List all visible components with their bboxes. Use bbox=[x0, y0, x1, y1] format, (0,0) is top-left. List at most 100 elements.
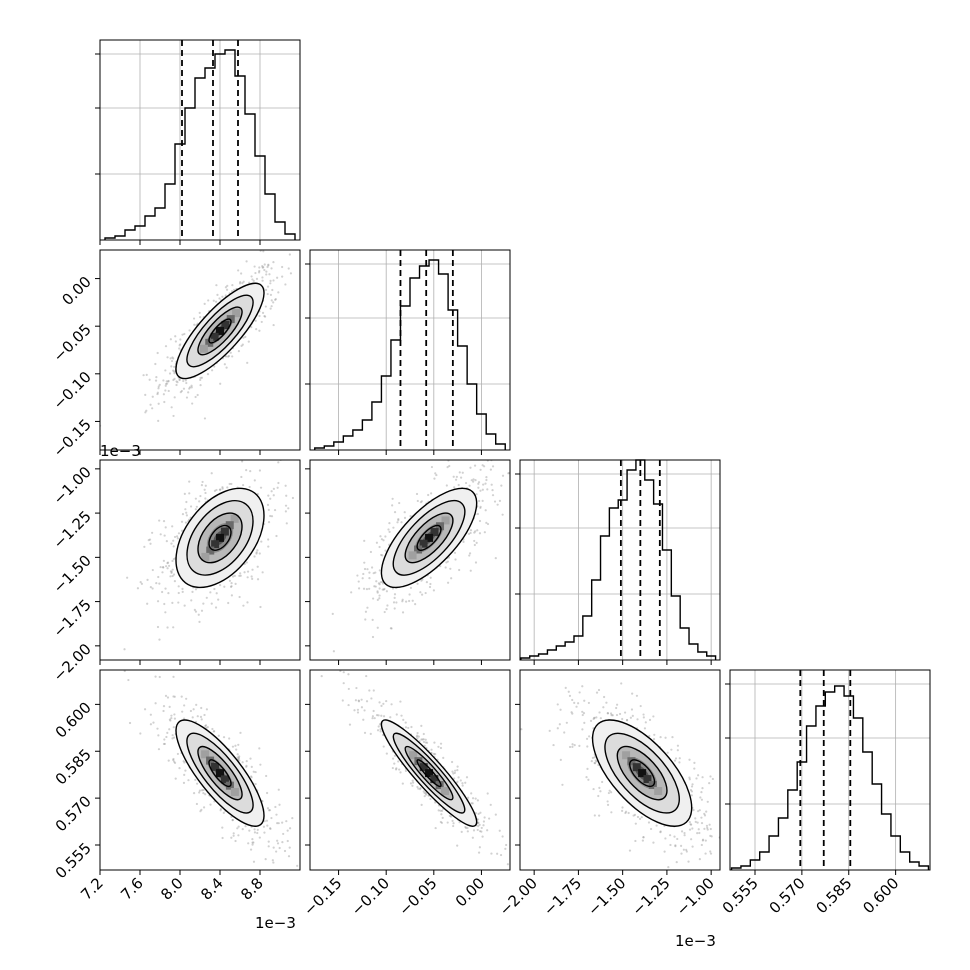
pair-2-0-point-406 bbox=[200, 484, 204, 487]
pair-3-2-point-218 bbox=[688, 828, 692, 831]
pair-3-1-point-403 bbox=[476, 799, 479, 802]
pair-2-0-point-195 bbox=[246, 601, 249, 604]
pair-3-0-point-92 bbox=[180, 695, 183, 698]
pair-3-1-point-365 bbox=[422, 740, 426, 744]
pair-1-0-point-4 bbox=[257, 271, 261, 274]
pair-2-0-point-137 bbox=[285, 522, 288, 525]
pair-1-0-point-300 bbox=[226, 284, 229, 287]
pair-2-1-point-540 bbox=[479, 505, 482, 508]
pair-3-1-point-597 bbox=[420, 724, 423, 727]
pair-2-1-point-477 bbox=[469, 531, 472, 535]
pair-2-0-point-469 bbox=[240, 475, 243, 479]
pair-2-1-point-521 bbox=[479, 506, 482, 510]
pair-3-0-point-271 bbox=[265, 819, 269, 822]
pair-2-1-point-210 bbox=[420, 593, 424, 596]
pair-2-0-point-595 bbox=[163, 602, 166, 606]
pair-3-0-point-273 bbox=[282, 832, 285, 836]
pair-2-0-contour-0 bbox=[208, 524, 232, 551]
pair-3-1-point-538 bbox=[347, 687, 350, 691]
pair-2-1-point-6 bbox=[424, 591, 427, 595]
pair-1-0-point-628 bbox=[172, 357, 175, 360]
pair-1-0-point-532 bbox=[164, 345, 168, 348]
pair-2-1-point-169 bbox=[494, 556, 497, 560]
pair-3-2-point-631 bbox=[708, 823, 711, 826]
pair-3-1-point-251 bbox=[478, 846, 481, 849]
pair-1-0-point-425 bbox=[251, 278, 254, 281]
pair-2-1-point-96 bbox=[429, 576, 432, 579]
pair-3-1-point-608 bbox=[371, 715, 374, 718]
pair-2-1-contour-1 bbox=[404, 512, 454, 564]
pair-2-1-point-324 bbox=[368, 587, 371, 590]
pair-1-0-point-605 bbox=[262, 266, 265, 269]
pair-3-1-point-70 bbox=[481, 835, 484, 838]
pair-2-1-point-374 bbox=[393, 596, 396, 599]
pair-3-1-point-420 bbox=[442, 756, 445, 759]
pair-1-0-point-45 bbox=[214, 300, 218, 303]
pair-3-1-point-244 bbox=[486, 792, 489, 795]
hist-1-bars bbox=[314, 259, 506, 450]
pair-2-1-point-483 bbox=[363, 561, 366, 564]
pair-3-1-point-416 bbox=[434, 753, 437, 756]
pair-1-0-point-622 bbox=[225, 366, 228, 369]
pair-3-2-point-86 bbox=[611, 714, 614, 717]
pair-2-1-point-502 bbox=[454, 478, 458, 481]
pair-3-2-point-546 bbox=[692, 808, 695, 812]
pair-3-0-point-648 bbox=[195, 703, 198, 706]
pair-1-0-point-306 bbox=[248, 281, 251, 284]
pair-2-0-point-163 bbox=[180, 520, 184, 523]
pair-1-0-point-482 bbox=[271, 288, 274, 292]
pair-3-2-point-566 bbox=[642, 836, 645, 839]
pair-3-2-point-632 bbox=[688, 821, 691, 824]
pair-3-0-point-547 bbox=[270, 816, 273, 820]
pair-3-2-point-20 bbox=[673, 759, 677, 762]
pair-3-2-point-47 bbox=[674, 757, 678, 760]
pair-1-0-point-601 bbox=[151, 407, 154, 410]
pair-3-1-point-483 bbox=[429, 797, 432, 801]
pair-3-2-point-53 bbox=[675, 861, 678, 864]
pair-3-2-point-165 bbox=[674, 845, 677, 848]
pair-1-0-point-625 bbox=[270, 305, 273, 308]
pair-3-0-point-33 bbox=[266, 807, 270, 810]
pair-3-2-point-246 bbox=[690, 823, 693, 826]
pair-1-0-point-151 bbox=[172, 378, 175, 382]
pair-3-1-point-568 bbox=[472, 829, 476, 832]
pair-3-0-point-276 bbox=[166, 731, 169, 734]
pair-3-1-point-490 bbox=[424, 792, 428, 795]
pair-1-0-frame bbox=[99, 249, 301, 451]
pair-3-0-point-560 bbox=[221, 826, 224, 829]
pair-3-0-point-430 bbox=[251, 837, 254, 841]
pair-2-0-point-439 bbox=[253, 555, 256, 558]
pair-3-1-point-374 bbox=[416, 785, 419, 789]
pair-2-0-point-173 bbox=[198, 500, 201, 503]
pair-3-2-point-368 bbox=[581, 713, 584, 717]
pair-3-2-point-471 bbox=[700, 821, 704, 825]
pair-3-1-point-31 bbox=[395, 713, 398, 716]
pair-3-1-cell-0 bbox=[409, 751, 418, 760]
pair-2-0-point-571 bbox=[277, 461, 280, 464]
pair-3-0-cell-2 bbox=[211, 762, 220, 771]
pair-3-2-point-45 bbox=[548, 729, 551, 732]
pair-3-0-point-523 bbox=[286, 829, 289, 832]
pair-1-0-point-543 bbox=[308, 227, 310, 229]
pair-2-1-point-118 bbox=[485, 478, 488, 482]
pair-1-0-point-254 bbox=[289, 272, 293, 275]
pair-2-1-point-50 bbox=[416, 499, 419, 503]
pair-3-1-point-469 bbox=[363, 709, 366, 712]
pair-3-2-point-25 bbox=[703, 812, 706, 815]
pair-3-0-point-201 bbox=[251, 841, 254, 844]
pair-3-0-point-364 bbox=[326, 829, 328, 831]
pair-2-1-point-603 bbox=[472, 480, 475, 483]
pair-3-2-point-406 bbox=[577, 702, 580, 705]
pair-2-1-point-262 bbox=[403, 516, 407, 519]
pair-3-2-point-33 bbox=[691, 845, 694, 848]
pair-3-2-point-352 bbox=[605, 701, 608, 704]
pair-3-1-point-443 bbox=[376, 729, 380, 732]
pair-3-2-point-582 bbox=[570, 711, 573, 714]
pair-3-0-point-578 bbox=[237, 825, 240, 828]
pair-3-2-point-153 bbox=[688, 778, 691, 781]
pair-2-0-point-397 bbox=[176, 535, 179, 538]
pair-3-2-point-510 bbox=[668, 834, 672, 837]
pair-2-1-point-43 bbox=[500, 484, 503, 487]
pair-3-2-point-300 bbox=[690, 794, 693, 797]
pair-2-0-point-480 bbox=[191, 590, 194, 593]
